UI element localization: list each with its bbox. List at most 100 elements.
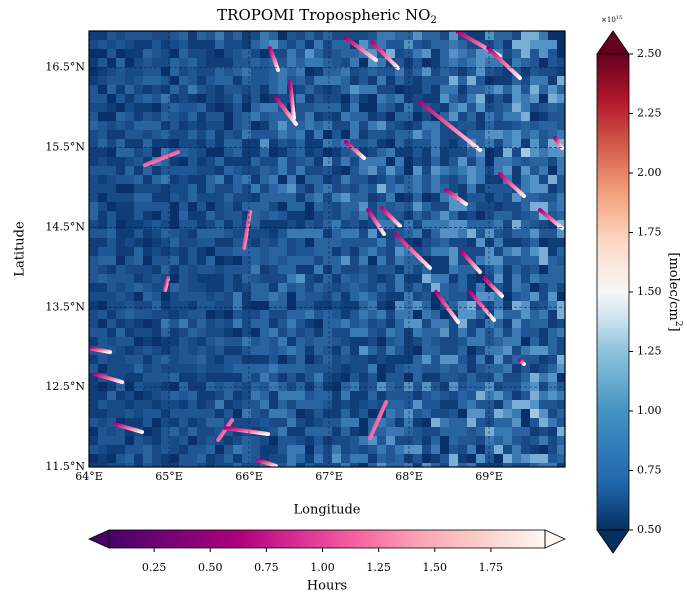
map-cell: [548, 103, 557, 112]
map-cell: [521, 382, 530, 391]
map-cell: [548, 130, 557, 139]
map-cell: [89, 355, 98, 364]
map-cell: [170, 364, 179, 373]
map-cell: [98, 364, 107, 373]
map-cell: [404, 229, 413, 238]
map-cell: [152, 193, 161, 202]
map-cell: [197, 229, 206, 238]
map-cell: [188, 103, 197, 112]
map-cell: [476, 328, 485, 337]
map-cell: [206, 130, 215, 139]
map-cell: [242, 274, 251, 283]
map-cell: [449, 121, 458, 130]
map-cell: [269, 292, 278, 301]
map-cell: [332, 184, 341, 193]
map-cell: [125, 175, 134, 184]
map-cell: [260, 373, 269, 382]
map-cell: [548, 247, 557, 256]
map-cell: [350, 211, 359, 220]
map-cell: [530, 436, 539, 445]
map-cell: [323, 94, 332, 103]
map-cell: [152, 373, 161, 382]
map-cell: [485, 229, 494, 238]
map-cell: [431, 328, 440, 337]
map-cell: [107, 67, 116, 76]
map-cell: [494, 364, 503, 373]
map-cell: [332, 211, 341, 220]
map-cell: [197, 58, 206, 67]
map-cell: [485, 130, 494, 139]
map-cell: [233, 283, 242, 292]
map-cell: [350, 301, 359, 310]
map-cell: [395, 40, 404, 49]
map-cell: [287, 175, 296, 184]
map-cell: [350, 247, 359, 256]
map-cell: [458, 274, 467, 283]
map-cell: [422, 292, 431, 301]
map-cell: [485, 112, 494, 121]
map-cell: [197, 157, 206, 166]
map-cell: [107, 31, 116, 40]
map-cell: [206, 265, 215, 274]
map-cell: [548, 355, 557, 364]
map-cell: [332, 229, 341, 238]
map-cell: [413, 139, 422, 148]
map-cell: [215, 292, 224, 301]
map-cell: [494, 211, 503, 220]
map-cell: [359, 49, 368, 58]
map-cell: [242, 94, 251, 103]
map-cell: [494, 346, 503, 355]
map-cell: [404, 319, 413, 328]
map-cell: [269, 355, 278, 364]
map-cell: [116, 346, 125, 355]
map-cell: [350, 463, 359, 467]
map-cell: [431, 139, 440, 148]
map-cell: [377, 211, 386, 220]
map-cell: [350, 436, 359, 445]
map-cell: [467, 94, 476, 103]
ship-track: [113, 422, 144, 434]
map-cell: [143, 301, 152, 310]
map-cell: [467, 175, 476, 184]
map-cell: [503, 364, 512, 373]
map-cell: [332, 175, 341, 184]
map-cell: [539, 445, 548, 454]
map-cell: [476, 31, 485, 40]
map-cell: [548, 121, 557, 130]
map-cell: [458, 121, 467, 130]
map-cell: [521, 346, 530, 355]
map-cell: [251, 418, 260, 427]
map-cell: [278, 265, 287, 274]
map-cell: [197, 112, 206, 121]
map-cell: [494, 148, 503, 157]
map-cell: [413, 265, 422, 274]
map-cell: [449, 40, 458, 49]
map-cell: [449, 418, 458, 427]
map-cell: [557, 157, 565, 166]
map-cell: [287, 58, 296, 67]
map-cell: [368, 463, 377, 467]
map-cell: [557, 337, 565, 346]
map-cell: [377, 364, 386, 373]
map-cell: [539, 418, 548, 427]
map-cell: [476, 112, 485, 121]
map-cell: [512, 58, 521, 67]
map-cell: [242, 247, 251, 256]
map-cell: [206, 400, 215, 409]
map-cell: [143, 58, 152, 67]
map-cell: [386, 247, 395, 256]
map-cell: [512, 130, 521, 139]
map-cell: [530, 202, 539, 211]
map-cell: [269, 265, 278, 274]
map-cell: [359, 166, 368, 175]
map-cell: [161, 427, 170, 436]
map-cell: [170, 94, 179, 103]
map-cell: [143, 337, 152, 346]
map-cell: [521, 256, 530, 265]
map-cell: [323, 319, 332, 328]
map-cell: [377, 247, 386, 256]
map-cell: [449, 265, 458, 274]
map-cell: [476, 337, 485, 346]
map-cell: [377, 94, 386, 103]
map-cell: [503, 58, 512, 67]
